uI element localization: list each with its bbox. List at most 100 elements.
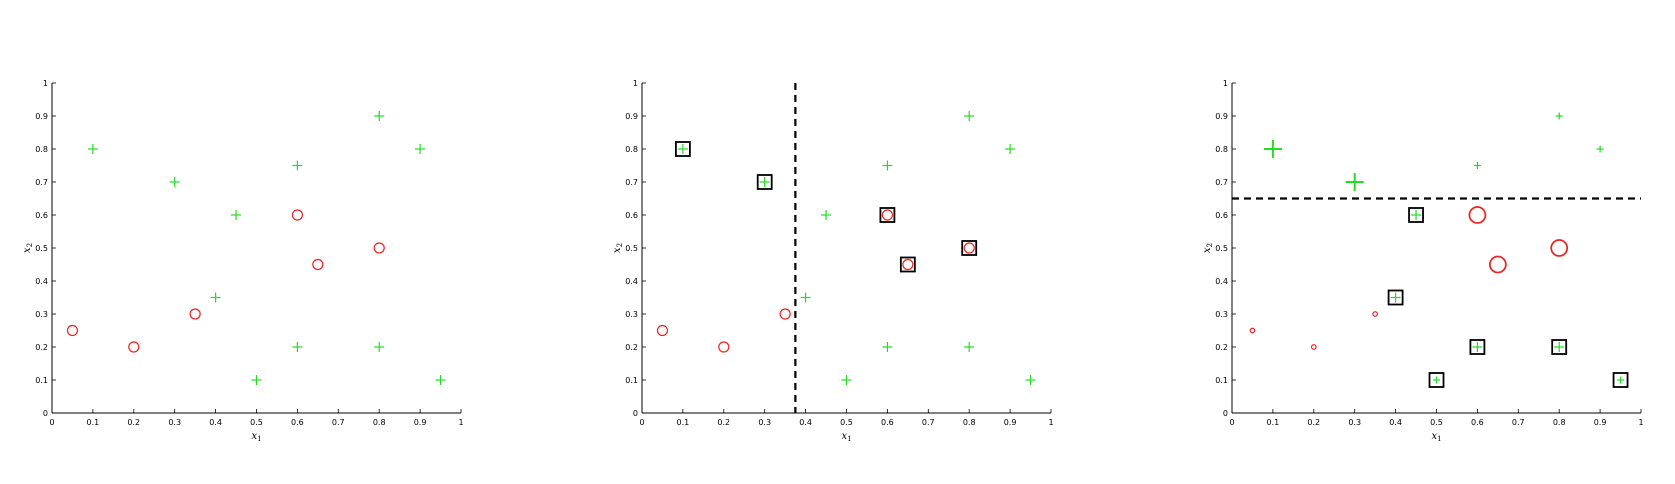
x-tick-label: 0.4	[799, 418, 812, 427]
positive-point	[1263, 140, 1282, 158]
x-tick-label: 0.6	[881, 418, 894, 427]
x-tick-label: 0.9	[1004, 418, 1017, 427]
x-tick-label: 0.8	[1553, 418, 1566, 427]
x-tick-label: 0.1	[87, 418, 100, 427]
positive-point	[1345, 173, 1364, 191]
y-tick-label: 0.7	[625, 178, 638, 187]
x-axis-label: x1	[251, 431, 261, 443]
y-tick-label: 0	[633, 409, 638, 418]
x-tick-label: 0.2	[1307, 418, 1320, 427]
negative-point	[373, 242, 385, 254]
y-tick-label: 0.4	[1215, 277, 1228, 286]
x-tick-label: 0.7	[332, 418, 345, 427]
y-tick-label: 0.3	[1215, 310, 1228, 319]
y-tick-label: 0.6	[35, 211, 48, 220]
negative-point	[1550, 239, 1569, 257]
x-tick-label: 0.2	[717, 418, 730, 427]
negative-point	[718, 341, 730, 353]
x-tick-label: 0	[639, 418, 644, 427]
positive-point	[435, 375, 446, 385]
misclassified-box	[1612, 372, 1629, 388]
y-tick-label: 1	[633, 79, 638, 88]
positive-point	[882, 160, 893, 171]
scatter-panel-3: 0 0.1 0.2 0.3 0.4 0.5 0.6 0.7 0.8 0.9 1 0 0.1 0.2 0.3 0…	[1202, 79, 1644, 443]
x-tick-label: 0.3	[168, 418, 181, 427]
y-tick-label: 0.1	[625, 376, 638, 385]
negative-point	[1310, 344, 1317, 350]
x-tick-label: 0.4	[1389, 418, 1402, 427]
positive-point	[87, 144, 98, 154]
negative-point	[291, 209, 303, 221]
x-tick-label: 0.2	[127, 418, 140, 427]
x-tick-label: 0.3	[1348, 418, 1361, 427]
negative-point	[1249, 327, 1256, 334]
y-tick-label: 0.9	[1215, 112, 1228, 121]
y-tick-label: 0.5	[625, 244, 638, 253]
negative-point	[1372, 311, 1379, 317]
y-tick-label: 0.3	[35, 310, 48, 319]
x-tick-label: 0.8	[373, 418, 386, 427]
scatter-panel-2: 0 0.1 0.2 0.3 0.4 0.5 0.6 0.7 0.8 0.9 1 0 0.1 0.2 0.3 0…	[612, 79, 1054, 443]
negative-point	[128, 341, 140, 353]
positive-point	[800, 292, 811, 303]
positive-point	[1473, 162, 1481, 169]
positive-point	[251, 375, 262, 385]
positive-point	[1472, 342, 1483, 352]
x-tick-label: 0	[1229, 418, 1234, 427]
y-tick-label: 0.2	[625, 343, 638, 352]
x-tick-label: 0.7	[1512, 418, 1525, 427]
x-tick-label: 0.4	[209, 418, 222, 427]
x-tick-label: 1	[1048, 418, 1053, 427]
x-tick-label: 0.5	[250, 418, 263, 427]
misclassified-box	[1551, 339, 1568, 355]
y-tick-label: 0.6	[625, 211, 638, 220]
positive-point	[1005, 144, 1016, 154]
positive-point	[169, 177, 180, 187]
negative-point	[963, 242, 975, 254]
y-tick-label: 0.5	[35, 244, 48, 253]
y-tick-label: 0	[43, 409, 48, 418]
y-tick-label: 0.3	[625, 310, 638, 319]
x-tick-label: 1	[458, 418, 463, 427]
y-axis-label: x2	[612, 243, 624, 253]
positive-point	[677, 144, 688, 154]
x-tick-label: 0.5	[840, 418, 853, 427]
positive-point	[210, 292, 221, 303]
x-axis-label: x1	[841, 431, 851, 443]
negative-point	[779, 308, 791, 320]
y-tick-label: 0.2	[35, 343, 48, 352]
x-tick-label: 0.9	[414, 418, 427, 427]
y-tick-label: 0.4	[35, 277, 48, 286]
misclassified-box	[1387, 289, 1404, 306]
positive-point	[1596, 145, 1604, 153]
x-tick-label: 0.7	[922, 418, 935, 427]
x-tick-label: 1	[1638, 418, 1643, 427]
negative-point	[1488, 255, 1507, 274]
x-tick-label: 0.6	[1471, 418, 1484, 427]
x-tick-label: 0.1	[1267, 418, 1280, 427]
positive-point	[1554, 342, 1565, 352]
positive-point	[964, 342, 975, 352]
negative-point	[656, 324, 669, 337]
positive-point	[1555, 112, 1563, 120]
positive-point	[1433, 376, 1440, 384]
scatter-panel-1: 0 0.1 0.2 0.3 0.4 0.5 0.6 0.7 0.8 0.9 1 0 0.1 0.2 0.3 0…	[22, 79, 464, 443]
misclassified-box	[1428, 372, 1445, 388]
positive-point	[882, 342, 893, 352]
misclassified-box	[1469, 339, 1486, 355]
x-axis-label: x1	[1431, 431, 1441, 443]
misclassified-box	[961, 240, 978, 256]
y-tick-label: 0.8	[625, 145, 638, 154]
x-tick-label: 0.6	[291, 418, 304, 427]
positive-point	[821, 210, 832, 220]
negative-point	[66, 324, 79, 337]
positive-point	[415, 144, 426, 154]
negative-point	[312, 258, 324, 271]
misclassified-box	[879, 207, 896, 223]
positive-point	[231, 210, 242, 220]
negative-point	[1468, 206, 1487, 224]
y-tick-label: 1	[1223, 79, 1228, 88]
y-tick-label: 0.8	[1215, 145, 1228, 154]
y-tick-label: 0.1	[1215, 376, 1228, 385]
y-tick-label: 0.4	[625, 277, 638, 286]
